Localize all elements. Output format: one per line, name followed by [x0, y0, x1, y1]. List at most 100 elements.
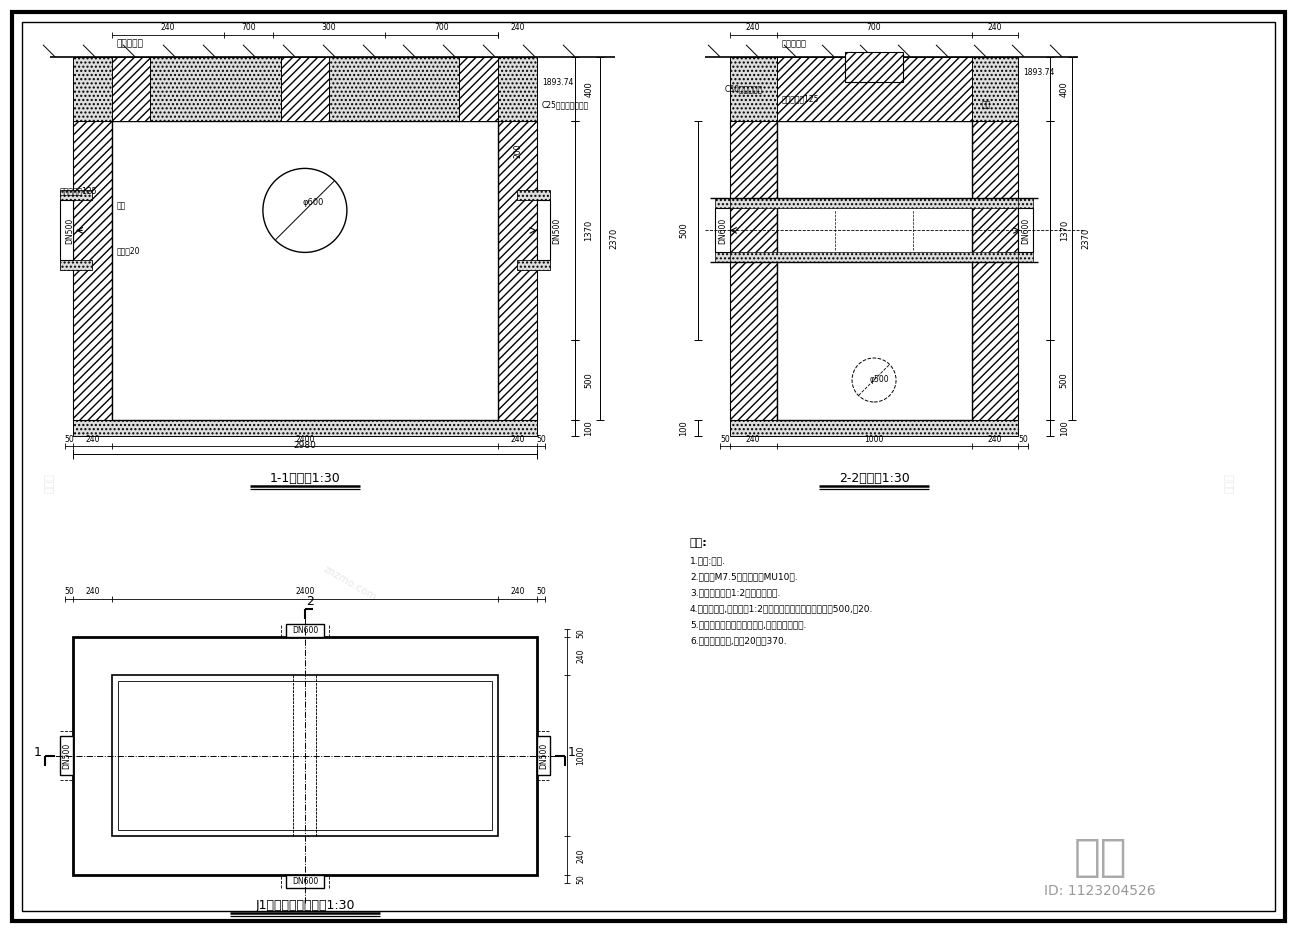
Text: DN500: DN500	[66, 217, 74, 244]
Text: J1雨污交汇井平面图1:30: J1雨污交汇井平面图1:30	[256, 898, 354, 912]
Bar	[60, 201, 73, 260]
Text: 700: 700	[434, 23, 449, 33]
Text: 知末网: 知末网	[1224, 473, 1235, 493]
Text: φ600: φ600	[302, 198, 323, 207]
Bar	[518, 260, 550, 271]
Text: 50: 50	[64, 587, 74, 596]
Text: 200: 200	[514, 144, 523, 158]
Text: 座浆: 座浆	[982, 101, 991, 109]
Text: 1.单位:毫米.: 1.单位:毫米.	[690, 556, 726, 565]
Text: 100: 100	[584, 420, 593, 436]
Text: 2400: 2400	[296, 587, 315, 596]
Text: 50: 50	[576, 628, 585, 637]
Text: 50: 50	[720, 436, 730, 444]
Text: 700: 700	[241, 23, 256, 33]
Text: 240: 240	[510, 587, 525, 596]
Text: DN600: DN600	[717, 217, 726, 244]
Text: 3.抚面、勾缝用1:2防水水泥砂浆.: 3.抚面、勾缝用1:2防水水泥砂浆.	[690, 589, 781, 597]
Bar	[715, 253, 748, 262]
Text: 240: 240	[576, 648, 585, 663]
Text: 500: 500	[680, 223, 689, 238]
Text: 50: 50	[1018, 436, 1029, 444]
Bar	[844, 52, 903, 82]
Text: 300: 300	[322, 23, 336, 33]
Text: 2: 2	[306, 595, 314, 608]
Bar	[730, 199, 1018, 208]
Text: znzmo.com: znzmo.com	[322, 564, 379, 602]
Text: φ500: φ500	[869, 375, 888, 384]
Text: DN500: DN500	[538, 743, 547, 769]
Text: 500: 500	[584, 372, 593, 388]
Text: 240: 240	[988, 23, 1003, 33]
Bar	[730, 57, 1018, 120]
Text: DN600: DN600	[292, 877, 318, 886]
Bar	[1000, 199, 1034, 208]
Bar	[112, 675, 498, 836]
Bar	[118, 681, 492, 830]
Bar	[60, 736, 73, 775]
Text: znzmo.com: znzmo.com	[122, 634, 178, 673]
Text: DN500: DN500	[62, 743, 71, 769]
Text: 240: 240	[510, 23, 525, 33]
Text: 1-1剑面图1:30: 1-1剑面图1:30	[270, 471, 340, 484]
Text: 勾缝: 勾缝	[117, 201, 126, 210]
Text: 50: 50	[536, 436, 546, 444]
Bar	[73, 120, 112, 420]
Text: 知未: 知未	[1073, 837, 1127, 880]
Bar	[112, 120, 498, 420]
Text: 2980: 2980	[293, 441, 316, 451]
Bar	[459, 57, 498, 120]
Bar	[498, 120, 537, 420]
Text: 240: 240	[746, 436, 760, 444]
Bar	[73, 420, 537, 436]
Bar	[730, 120, 777, 420]
Text: 240: 240	[510, 436, 525, 444]
Text: 6.当有地下水时,墙厕20改为370.: 6.当有地下水时,墙厕20改为370.	[690, 636, 786, 646]
Bar	[73, 57, 537, 120]
Bar	[537, 201, 550, 260]
Text: 240: 240	[746, 23, 760, 33]
Text: 2370: 2370	[610, 228, 619, 249]
Text: C25钉筋混凝土盖板: C25钉筋混凝土盖板	[542, 101, 589, 109]
Bar	[971, 120, 1018, 420]
Text: 2.井墙用M7.5水泥砂浆砖MU10砖.: 2.井墙用M7.5水泥砂浆砖MU10砖.	[690, 573, 798, 581]
Bar	[715, 199, 748, 208]
Bar	[280, 57, 329, 120]
Bar	[60, 260, 92, 271]
Bar	[777, 120, 971, 420]
Text: 抚面厕20: 抚面厕20	[117, 246, 140, 255]
Text: 井盖及支座: 井盖及支座	[782, 39, 807, 49]
Bar	[777, 57, 971, 120]
Text: 240: 240	[161, 23, 175, 33]
Text: DN600: DN600	[292, 626, 318, 634]
Text: znzmo.com: znzmo.com	[472, 164, 528, 202]
Text: 2370: 2370	[1082, 228, 1091, 249]
Bar	[537, 736, 550, 775]
Text: 1893.74: 1893.74	[1023, 68, 1054, 77]
Bar	[73, 636, 537, 875]
Bar	[1018, 208, 1034, 253]
Bar	[285, 623, 324, 636]
Text: 400: 400	[1060, 81, 1069, 97]
Text: 2-2剑面图1:30: 2-2剑面图1:30	[839, 471, 909, 484]
Bar	[715, 208, 730, 253]
Text: 50: 50	[536, 587, 546, 596]
Text: 5.插入支管筐部分用酸层砂石,混凝土或砼堡实.: 5.插入支管筐部分用酸层砂石,混凝土或砼堡实.	[690, 620, 807, 630]
Text: 知末网: 知末网	[45, 473, 54, 493]
Text: 发砖券券高125: 发砖券券高125	[782, 94, 818, 103]
Text: 1370: 1370	[1060, 220, 1069, 241]
Text: 发砖券券高125: 发砖券券高125	[60, 186, 97, 195]
Bar	[730, 253, 1018, 262]
Text: 1370: 1370	[584, 220, 593, 241]
Text: 1000: 1000	[864, 436, 883, 444]
Text: 240: 240	[86, 587, 100, 596]
Text: 4.遇地下水时,井外涂用1:2防水水泥砂浆至地下水位以上500,厕20.: 4.遇地下水时,井外涂用1:2防水水泥砂浆至地下水位以上500,厕20.	[690, 605, 873, 614]
Bar	[60, 190, 92, 201]
Text: 50: 50	[576, 874, 585, 884]
Text: ID: 1123204526: ID: 1123204526	[1044, 884, 1156, 898]
Text: 400: 400	[584, 81, 593, 97]
Text: DN600: DN600	[1021, 217, 1030, 244]
Text: 240: 240	[988, 436, 1003, 444]
Text: 240: 240	[86, 436, 100, 444]
Text: 700: 700	[866, 23, 882, 33]
